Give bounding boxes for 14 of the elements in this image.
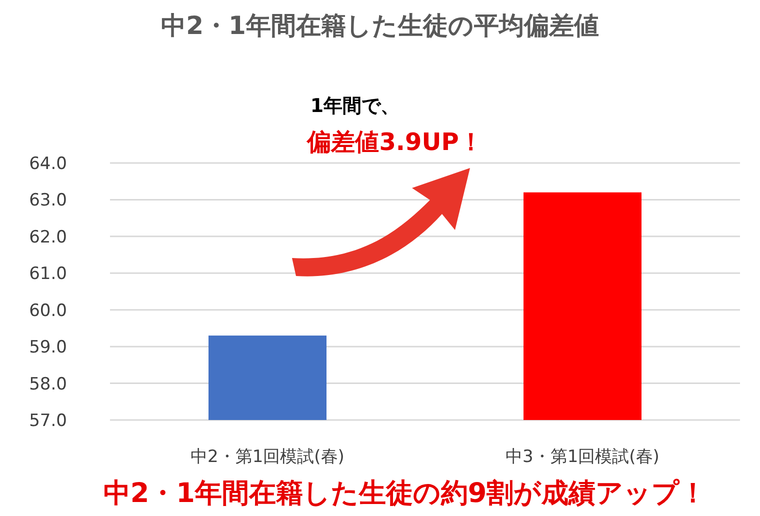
- y-tick-label: 62.0: [29, 227, 67, 248]
- y-tick-label: 61.0: [29, 264, 67, 284]
- x-tick-label: 中2・第1回模試(春): [190, 447, 344, 467]
- y-tick-label: 58.0: [29, 374, 67, 394]
- y-tick-label: 59.0: [29, 338, 67, 358]
- y-tick-label: 64.0: [29, 154, 67, 174]
- x-tick-label: 中3・第1回模試(春): [506, 447, 660, 467]
- y-tick-label: 63.0: [29, 190, 67, 211]
- text: 1年間で、: [310, 95, 400, 117]
- text: 偏差値3.9UP！: [306, 128, 483, 156]
- y-tick-label: 60.0: [29, 300, 67, 321]
- chart-title: 中2・1年間在籍した生徒の平均偏差値: [161, 11, 599, 40]
- text: 中2・1年間在籍した生徒の約9割が成績アップ！: [103, 478, 707, 509]
- y-tick-label: 57.0: [29, 411, 67, 431]
